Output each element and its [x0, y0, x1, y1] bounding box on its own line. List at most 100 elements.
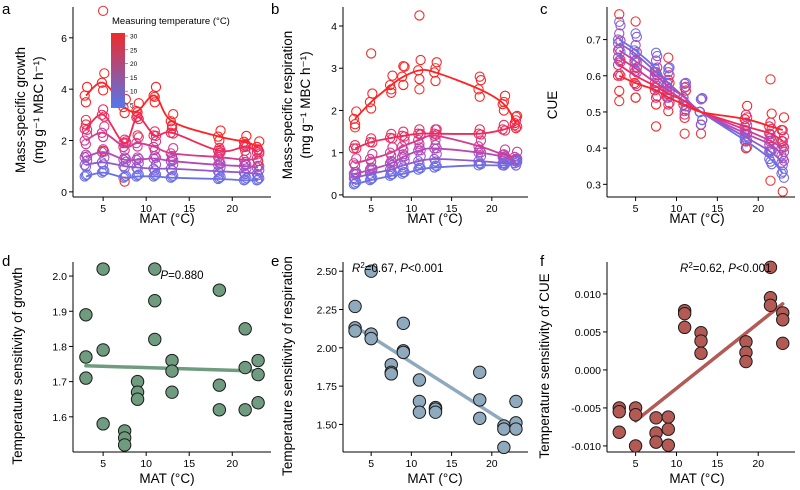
data-point — [79, 350, 93, 364]
data-point — [697, 114, 708, 126]
data-point — [661, 77, 673, 89]
data-point — [763, 298, 778, 313]
regression-line — [633, 302, 785, 423]
data-point — [415, 145, 426, 156]
data-point — [739, 354, 753, 369]
data-point — [742, 112, 753, 123]
data-point — [614, 68, 625, 80]
colorbar-title: Measuring temperature (°C) — [112, 16, 230, 27]
trend-line-5 — [85, 171, 259, 182]
data-point — [398, 60, 409, 72]
x-tick-label: 15 — [446, 458, 458, 470]
data-point — [679, 109, 690, 120]
data-point — [251, 396, 265, 410]
data-point — [474, 158, 485, 169]
data-point — [510, 115, 522, 126]
colorbar-tick-label: 5 — [130, 103, 134, 110]
data-point — [96, 109, 108, 120]
y-tick-label: 0.5 — [586, 107, 601, 119]
trend-line-10 — [85, 161, 259, 175]
data-point — [238, 322, 252, 336]
x-tick-label: 20 — [486, 203, 498, 215]
plot-f: 5 10 15 20 -0.010 -0.005 0.000 0.005 0.010 — [571, 260, 795, 470]
x-axis-label-c: MAT (°C) — [669, 211, 724, 226]
data-point — [765, 128, 776, 140]
data-point — [251, 353, 265, 368]
data-point — [166, 153, 178, 165]
annotation-p-d: P=0.880 — [160, 270, 203, 282]
panel-f: f 5 10 15 20 -0.010 -0.005 0.000 0.005 0.010 MAT… — [537, 253, 795, 486]
data-point — [120, 170, 132, 181]
data-point — [133, 113, 144, 125]
data-point — [499, 90, 511, 101]
data-point — [132, 111, 143, 122]
data-point — [240, 168, 251, 180]
data-point — [254, 173, 265, 184]
data-point — [414, 73, 425, 85]
data-point — [679, 82, 690, 93]
data-point — [663, 67, 674, 78]
panel-b: b 5 10 15 20 0 1 2 3 4 MAT (°C) Mass-specific re… — [271, 1, 528, 226]
data-point — [150, 130, 162, 142]
y-axis-label-c: CUE — [545, 91, 560, 120]
x-tick-label: 20 — [752, 203, 764, 215]
data-point — [650, 92, 662, 103]
data-point — [414, 10, 425, 21]
y-tick-label: 1.7 — [52, 377, 67, 389]
data-point — [412, 405, 427, 419]
y-tick-label: 0 — [61, 187, 67, 199]
data-point — [650, 47, 662, 58]
data-point — [99, 111, 110, 122]
data-point — [165, 385, 179, 399]
panel-label-b: b — [271, 1, 279, 18]
data-point — [99, 68, 110, 79]
data-point — [612, 70, 624, 81]
data-point — [396, 71, 408, 82]
data-point — [96, 127, 108, 138]
data-point — [511, 157, 523, 168]
trend-line-20 — [354, 134, 517, 165]
y-tick-label: 6 — [61, 33, 67, 45]
x-axis-label-b: MAT (°C) — [407, 211, 462, 226]
data-point — [97, 159, 109, 170]
data-point — [132, 170, 143, 181]
x-tick-label: 15 — [712, 203, 724, 215]
y-tick-label: 1.50 — [317, 419, 338, 431]
y-axis-label-a-line2: (mg g⁻¹ MBC h⁻¹) — [31, 56, 46, 163]
data-point — [694, 346, 708, 360]
data-point — [96, 343, 110, 357]
y-tick-label: 0 — [331, 190, 337, 202]
data-point — [133, 132, 144, 143]
data-point — [661, 438, 676, 452]
data-point — [694, 334, 708, 348]
data-point — [650, 121, 662, 132]
data-point — [766, 108, 777, 119]
trend-line-25 — [618, 64, 784, 142]
trend-line-20 — [85, 131, 259, 161]
data-point — [386, 87, 397, 98]
y-tick-label: 2.00 — [317, 343, 338, 355]
trend-line-15 — [85, 151, 259, 169]
data-point — [615, 70, 626, 81]
y-tick-label: 0.005 — [575, 327, 601, 339]
data-point — [776, 313, 790, 327]
data-point — [663, 99, 674, 110]
data-point — [212, 403, 227, 417]
data-point — [148, 294, 162, 308]
data-point — [765, 74, 776, 85]
data-point — [697, 93, 708, 104]
trend-line-30 — [354, 68, 517, 124]
x-tick-label: 5 — [100, 203, 106, 215]
y-axis-label-b-line1: Mass-specific respiration — [280, 31, 295, 180]
data-point — [396, 345, 411, 360]
y-tick-label: 4 — [331, 21, 337, 33]
x-tick-label: 10 — [406, 458, 418, 470]
data-point — [679, 78, 690, 89]
data-point — [649, 63, 660, 74]
data-point — [679, 112, 690, 124]
panel-label-e: e — [271, 253, 279, 270]
data-point — [212, 283, 227, 297]
data-point — [677, 306, 692, 321]
data-point — [650, 55, 662, 66]
